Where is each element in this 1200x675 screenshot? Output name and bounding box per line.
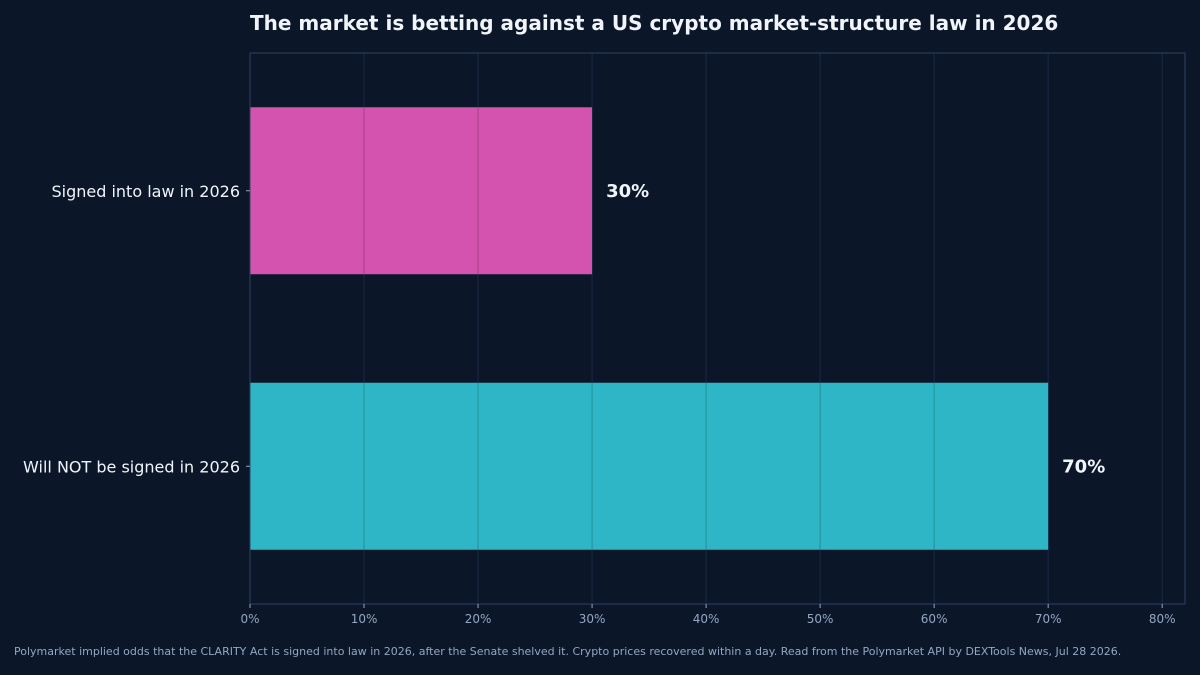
x-tick-label: 10% [351, 612, 378, 626]
x-tick-label: 40% [693, 612, 720, 626]
bar [250, 107, 593, 275]
x-tick-label: 0% [240, 612, 259, 626]
x-tick-label: 80% [1149, 612, 1176, 626]
footnote: Polymarket implied odds that the CLARITY… [14, 645, 1122, 658]
chart-title: The market is betting against a US crypt… [250, 11, 1059, 35]
value-label: 70% [1062, 456, 1105, 477]
x-tick-label: 60% [921, 612, 948, 626]
x-tick-label: 20% [465, 612, 492, 626]
x-axis-ticks: 0% 10% 20% 30% 40% 50% 60% 70% 80% [240, 604, 1176, 626]
x-tick-label: 30% [579, 612, 606, 626]
y-axis-ticks: Signed into law in 2026 Will NOT be signe… [23, 182, 250, 476]
value-labels: 30% 70% [606, 181, 1105, 478]
y-tick-label: Will NOT be signed in 2026 [23, 457, 240, 476]
x-tick-label: 50% [807, 612, 834, 626]
plot-frame [249, 52, 1186, 605]
y-tick-label: Signed into law in 2026 [51, 182, 240, 201]
grid-overlay [363, 107, 935, 550]
x-tick-label: 70% [1035, 612, 1062, 626]
bar [250, 382, 1049, 550]
bars [250, 107, 1049, 550]
value-label: 30% [606, 181, 649, 202]
